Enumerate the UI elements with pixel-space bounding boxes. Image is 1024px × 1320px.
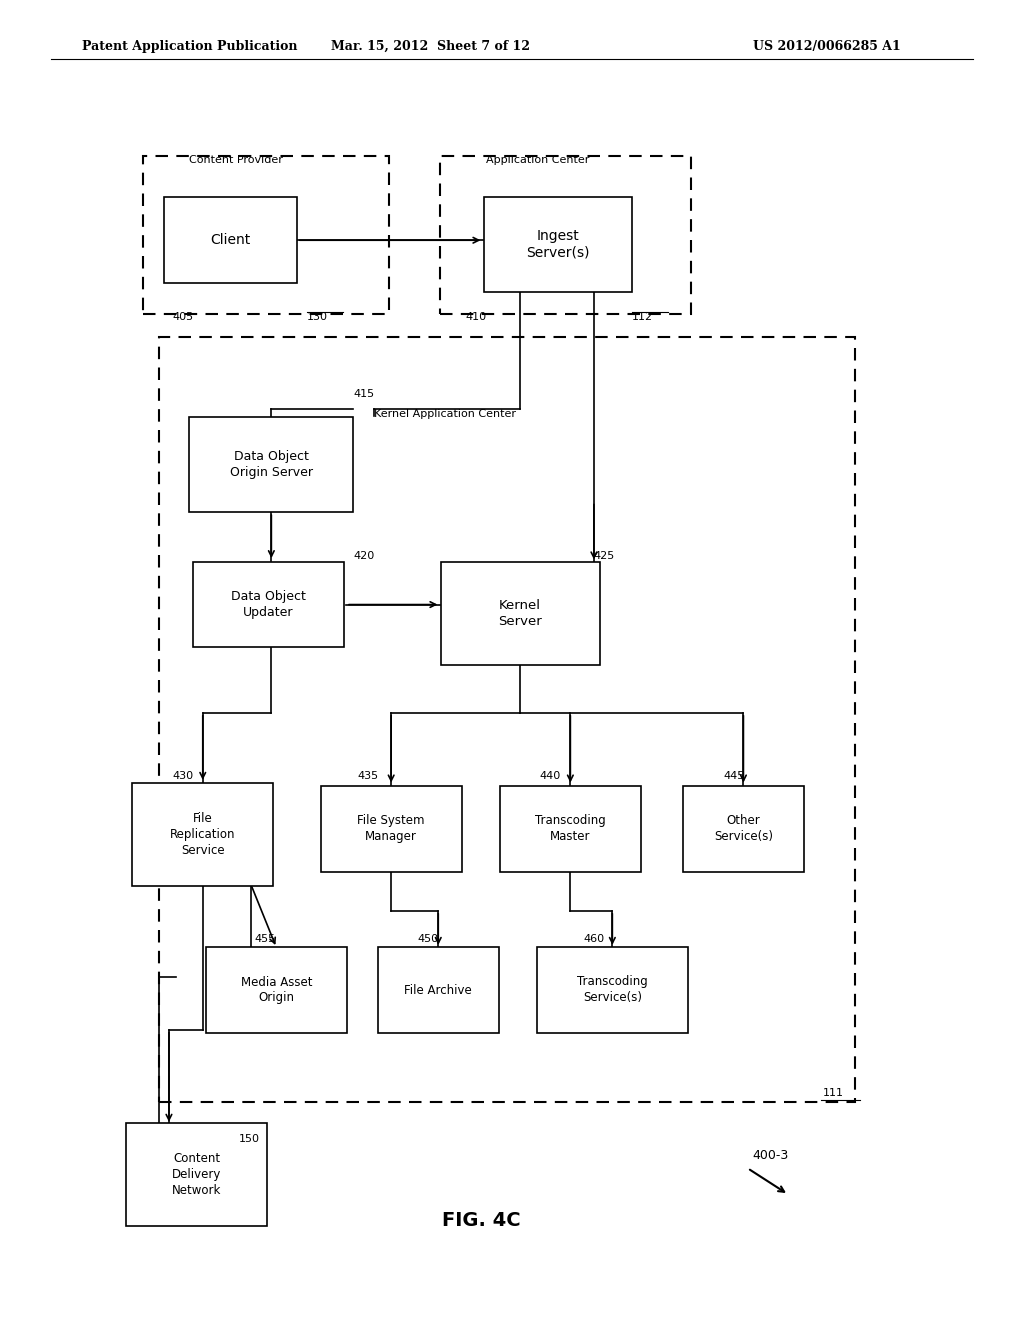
Text: Application Center: Application Center	[486, 154, 590, 165]
Text: US 2012/0066285 A1: US 2012/0066285 A1	[754, 40, 901, 53]
Text: 400-3: 400-3	[753, 1148, 788, 1162]
Text: Data Object
Origin Server: Data Object Origin Server	[229, 450, 313, 479]
Text: 130: 130	[307, 312, 329, 322]
Text: FIG. 4C: FIG. 4C	[442, 1212, 520, 1230]
FancyBboxPatch shape	[321, 785, 462, 871]
FancyBboxPatch shape	[189, 417, 353, 512]
Text: 445: 445	[723, 771, 744, 781]
Text: 112: 112	[632, 312, 653, 322]
Text: Content
Delivery
Network: Content Delivery Network	[172, 1152, 221, 1197]
FancyBboxPatch shape	[537, 948, 688, 1032]
Text: 460: 460	[584, 933, 605, 944]
FancyBboxPatch shape	[683, 785, 804, 871]
Text: 430: 430	[172, 771, 194, 781]
Text: 150: 150	[239, 1134, 260, 1144]
Text: Mar. 15, 2012  Sheet 7 of 12: Mar. 15, 2012 Sheet 7 of 12	[331, 40, 529, 53]
Text: 410: 410	[466, 312, 487, 322]
FancyBboxPatch shape	[193, 562, 344, 647]
FancyBboxPatch shape	[126, 1123, 267, 1226]
Text: Media Asset
Origin: Media Asset Origin	[241, 975, 312, 1005]
FancyBboxPatch shape	[378, 948, 499, 1032]
Text: 415: 415	[353, 388, 375, 399]
Text: Patent Application Publication: Patent Application Publication	[82, 40, 297, 53]
FancyBboxPatch shape	[500, 785, 641, 871]
Text: Transcoding
Service(s): Transcoding Service(s)	[577, 975, 648, 1005]
Text: Kernel Application Center: Kernel Application Center	[374, 409, 516, 420]
Text: 440: 440	[540, 771, 561, 781]
Text: 111: 111	[823, 1088, 845, 1098]
Text: Other
Service(s): Other Service(s)	[714, 814, 773, 843]
Text: 455: 455	[254, 933, 275, 944]
FancyBboxPatch shape	[132, 783, 273, 886]
Text: Content Provider: Content Provider	[189, 154, 284, 165]
Text: Kernel
Server: Kernel Server	[499, 599, 542, 628]
Text: Data Object
Updater: Data Object Updater	[230, 590, 306, 619]
Text: File
Replication
Service: File Replication Service	[170, 812, 236, 857]
Text: 425: 425	[594, 550, 615, 561]
FancyBboxPatch shape	[484, 197, 633, 292]
FancyBboxPatch shape	[206, 948, 347, 1032]
Text: 420: 420	[353, 550, 375, 561]
Text: File Archive: File Archive	[404, 983, 472, 997]
Text: Transcoding
Master: Transcoding Master	[535, 814, 606, 843]
Text: Ingest
Server(s): Ingest Server(s)	[526, 228, 590, 260]
Text: 435: 435	[357, 771, 379, 781]
Text: 450: 450	[418, 933, 439, 944]
Text: 405: 405	[172, 312, 194, 322]
FancyBboxPatch shape	[164, 197, 297, 284]
Text: Client: Client	[210, 234, 251, 247]
FancyBboxPatch shape	[440, 562, 600, 665]
Text: File System
Manager: File System Manager	[357, 814, 425, 843]
